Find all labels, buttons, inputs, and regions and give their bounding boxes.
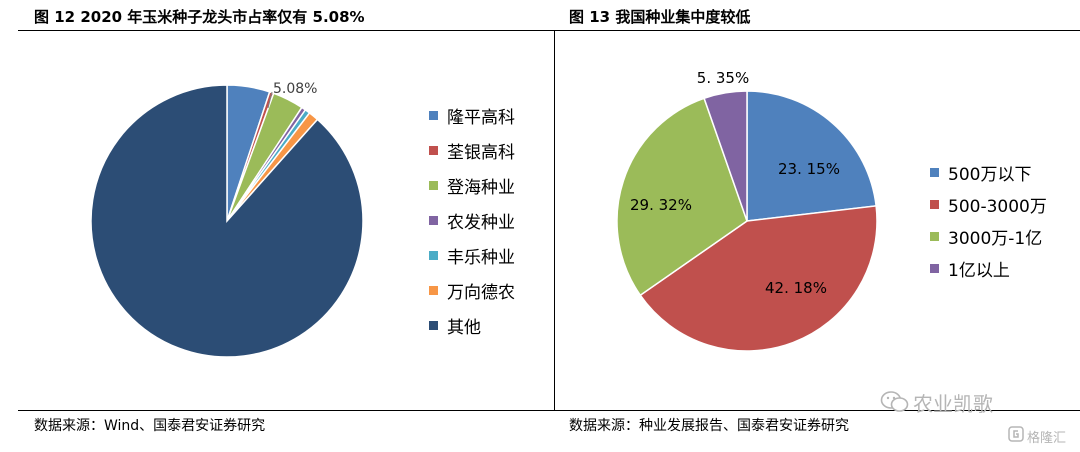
legend-label: 3000万-1亿 [948, 228, 1043, 249]
watermark-text: 农业凯歌 [913, 392, 993, 416]
legend-swatch [930, 231, 939, 241]
legend-swatch [429, 216, 438, 225]
left-legend: 隆平高科 荃银高科 登海种业 农发种业 丰乐种业 万向德农 其他 [429, 98, 515, 343]
legend-label: 隆平高科 [447, 108, 515, 128]
data-label-over-100m: 5. 35% [697, 69, 749, 87]
right-legend: 500万以下 500-3000万 3000万-1亿 1亿以上 [930, 156, 1047, 284]
center-divider [554, 30, 555, 411]
data-label-under-5m: 23. 15% [778, 160, 840, 178]
top-rule [18, 30, 1080, 31]
left-source-note: 数据来源：Wind、国泰君安证券研究 [34, 418, 266, 434]
legend-label: 1亿以上 [948, 260, 1010, 281]
left-pie-chart: 5.08% [90, 81, 364, 358]
wechat-icon [880, 391, 909, 412]
left-pie-slice-6 [90, 84, 364, 358]
legend-label: 其他 [447, 318, 481, 338]
watermark-small-text: 格隆汇 [1027, 431, 1067, 446]
data-label-30m-100m: 29. 32% [630, 196, 692, 214]
legend-swatch [930, 199, 939, 209]
legend-swatch [930, 167, 939, 177]
gelonghui-logo-icon [1008, 426, 1024, 442]
legend-label: 500万以下 [948, 164, 1032, 185]
legend-item-30m-100m: 3000万-1亿 [930, 220, 1047, 252]
legend-item-longping: 隆平高科 [429, 98, 515, 133]
legend-item-over-100m: 1亿以上 [930, 252, 1047, 284]
legend-swatch [429, 286, 438, 295]
legend-swatch [429, 181, 438, 190]
legend-item-wanxiang: 万向德农 [429, 273, 515, 308]
legend-item-5m-30m: 500-3000万 [930, 188, 1047, 220]
data-label-5m-30m: 42. 18% [765, 279, 827, 297]
legend-label: 丰乐种业 [447, 248, 515, 268]
right-pie-slice-3 [703, 90, 748, 222]
legend-label: 万向德农 [447, 283, 515, 303]
legend-label: 登海种业 [447, 178, 515, 198]
right-chart-title: 图 13 我国种业集中度较低 [569, 8, 751, 26]
legend-swatch [429, 321, 438, 330]
legend-item-other: 其他 [429, 308, 515, 343]
right-pie-slice-1 [639, 205, 878, 352]
left-chart-title: 图 12 2020 年玉米种子龙头市占率仅有 5.08% [34, 8, 365, 26]
legend-item-nongfa: 农发种业 [429, 203, 515, 238]
legend-item-fengle: 丰乐种业 [429, 238, 515, 273]
legend-swatch [429, 251, 438, 260]
left-annotation: 5.08% [273, 81, 317, 97]
legend-swatch [429, 111, 438, 120]
legend-label: 荃银高科 [447, 143, 515, 163]
bottom-rule [18, 410, 1080, 411]
legend-label: 农发种业 [447, 213, 515, 233]
left-leader-line [267, 91, 273, 109]
right-pie-slice-2 [616, 97, 748, 297]
legend-item-denghai: 登海种业 [429, 168, 515, 203]
legend-swatch [429, 146, 438, 155]
right-pie-slice-0 [746, 90, 877, 222]
legend-swatch [930, 263, 939, 273]
legend-item-quanyin: 荃银高科 [429, 133, 515, 168]
right-pie-chart: 23. 15% 42. 18% 29. 32% 5. 35% [616, 69, 878, 352]
legend-label: 500-3000万 [948, 196, 1047, 217]
right-source-note: 数据来源：种业发展报告、国泰君安证券研究 [569, 418, 849, 434]
legend-item-under-5m: 500万以下 [930, 156, 1047, 188]
